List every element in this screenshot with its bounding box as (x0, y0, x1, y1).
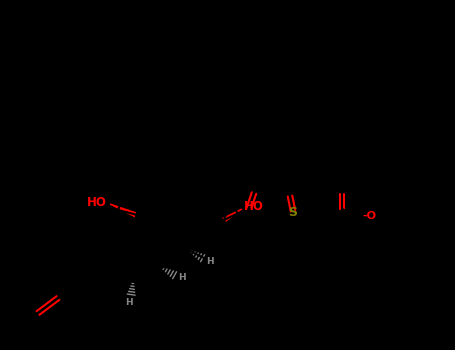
Text: -O: -O (362, 211, 376, 221)
Polygon shape (110, 204, 137, 217)
Polygon shape (223, 209, 242, 222)
Text: S: S (288, 205, 298, 218)
Text: HO: HO (244, 201, 264, 214)
Text: HO: HO (87, 196, 107, 210)
Text: H: H (125, 298, 133, 307)
Text: H: H (178, 273, 186, 282)
Text: H: H (206, 257, 214, 266)
